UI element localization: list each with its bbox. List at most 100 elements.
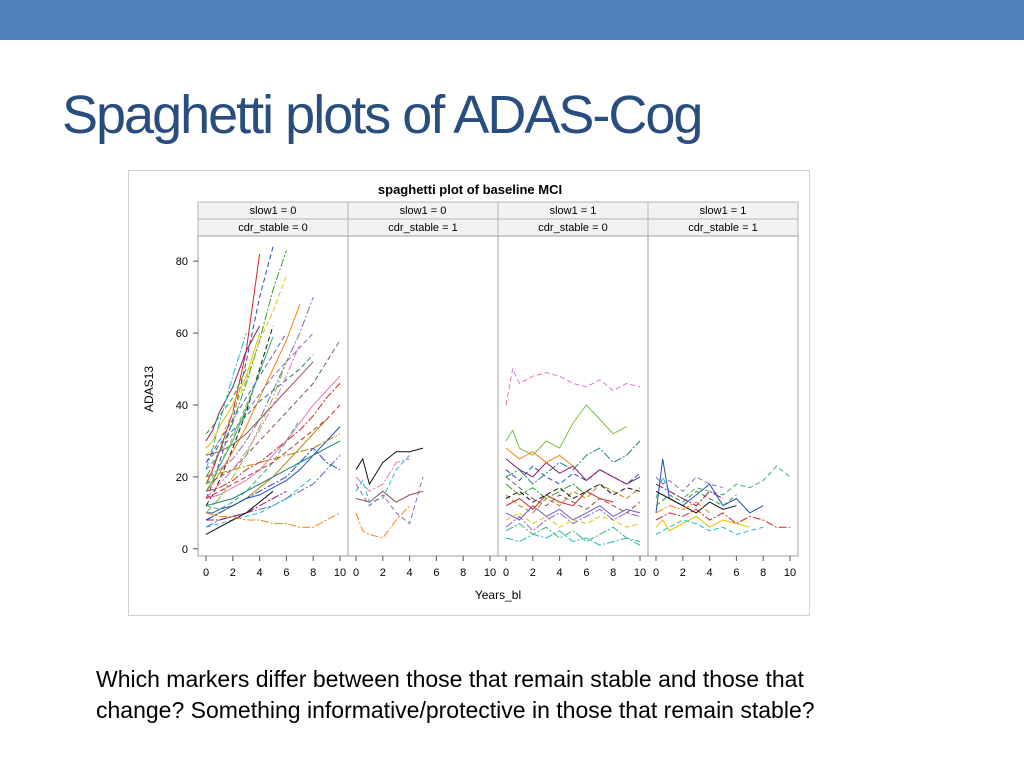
series-line (655, 490, 737, 507)
x-tick-label: 2 (380, 567, 386, 579)
x-tick-label: 0 (653, 567, 659, 579)
panel-plot-area (497, 235, 649, 557)
x-tick-label: 0 (203, 567, 209, 579)
panel-header-label: slow1 = 0 (400, 205, 447, 217)
series-line (505, 483, 587, 500)
panel-header-label: cdr_stable = 1 (388, 222, 457, 234)
x-tick-label: 10 (334, 567, 346, 579)
series-line (655, 519, 764, 535)
x-tick-label: 6 (733, 567, 739, 579)
x-tick-label: 0 (503, 567, 509, 579)
panels-layer: slow1 = 0 cdr_stable = 0 0 2 4 6 8 10 slow1 = 0 c… (176, 201, 799, 579)
x-tick-label: 8 (760, 567, 766, 579)
series-line (355, 458, 410, 492)
series-line (505, 483, 641, 503)
x-tick-label: 8 (310, 567, 316, 579)
series-line (505, 404, 627, 456)
series-line (205, 332, 314, 471)
x-tick-label: 2 (680, 567, 686, 579)
series-line (505, 476, 641, 514)
series-line (206, 426, 341, 514)
panel-header-label: cdr_stable = 1 (688, 222, 757, 234)
caption-line-1: Which markers differ between those that … (96, 666, 804, 692)
x-tick-label: 2 (230, 567, 236, 579)
series-line (205, 447, 341, 521)
y-axis-label: ADAS13 (142, 366, 156, 412)
series-line (205, 332, 261, 449)
y-tick-label: 60 (176, 328, 188, 340)
series-line (205, 375, 341, 499)
series-line (206, 490, 287, 521)
series-line (205, 512, 341, 528)
panel-header-label: slow1 = 1 (550, 205, 597, 217)
spaghetti-plot-chart: spaghetti plot of baseline MCI Years_bl … (142, 182, 799, 602)
series-line (205, 304, 301, 492)
series-line (355, 447, 424, 486)
panel-plot-area (197, 235, 349, 557)
top-accent-bar (0, 0, 1024, 40)
panel-header-label: slow1 = 1 (700, 205, 747, 217)
series-line (205, 383, 341, 492)
y-tick-label: 80 (176, 256, 188, 268)
x-tick-label: 4 (257, 567, 263, 579)
y-tick-label: 0 (182, 544, 188, 556)
series-line (505, 440, 641, 485)
series-line (205, 361, 287, 514)
x-tick-label: 4 (407, 567, 413, 579)
series-line (505, 367, 641, 406)
series-line (205, 340, 341, 485)
spaghetti-plot-figure: spaghetti plot of baseline MCI Years_bl … (128, 170, 810, 616)
x-tick-label: 10 (784, 567, 796, 579)
chart-title: spaghetti plot of baseline MCI (378, 182, 562, 197)
series-line (355, 490, 424, 503)
x-tick-label: 10 (484, 567, 496, 579)
series-line (655, 483, 724, 507)
panel-plot-area (647, 235, 799, 557)
series-line (505, 490, 614, 510)
slide-title: Spaghetti plots of ADAS-Cog (62, 85, 703, 145)
caption-line-2: change? Something informative/protective… (96, 697, 815, 723)
x-tick-label: 6 (583, 567, 589, 579)
x-axis-label: Years_bl (475, 588, 521, 602)
x-tick-label: 4 (707, 567, 713, 579)
series-line (505, 447, 574, 467)
series-line (655, 490, 737, 514)
series-line (205, 336, 274, 492)
series-line (655, 501, 710, 514)
x-tick-label: 4 (557, 567, 563, 579)
series-line (505, 508, 641, 532)
x-tick-label: 2 (530, 567, 536, 579)
series-line (505, 530, 641, 546)
series-line (655, 515, 750, 532)
series-line (205, 404, 341, 499)
series-line (355, 505, 410, 539)
x-tick-label: 6 (283, 567, 289, 579)
series-line (205, 253, 261, 485)
series-line (205, 354, 314, 463)
series-line (205, 332, 287, 463)
x-tick-label: 0 (353, 567, 359, 579)
series-line (205, 250, 287, 478)
panel-plot-area (347, 235, 499, 557)
series-line (205, 372, 261, 485)
series-line (655, 458, 764, 514)
series-line (205, 476, 314, 528)
series-line (205, 454, 341, 528)
x-tick-label: 6 (433, 567, 439, 579)
panel-header-label: cdr_stable = 0 (538, 222, 607, 234)
series-line (655, 476, 724, 492)
series-line (205, 419, 327, 521)
x-tick-label: 8 (610, 567, 616, 579)
series-line (205, 490, 274, 535)
series-line (655, 508, 790, 528)
series-line (205, 325, 274, 506)
series-line (205, 361, 314, 456)
x-tick-label: 8 (460, 567, 466, 579)
series-line (355, 476, 424, 525)
series-line (505, 523, 641, 543)
y-tick-label: 20 (176, 472, 188, 484)
series-line (505, 512, 641, 528)
slide-caption: Which markers differ between those that … (96, 664, 956, 726)
y-tick-label: 40 (176, 400, 188, 412)
series-line (205, 433, 341, 478)
